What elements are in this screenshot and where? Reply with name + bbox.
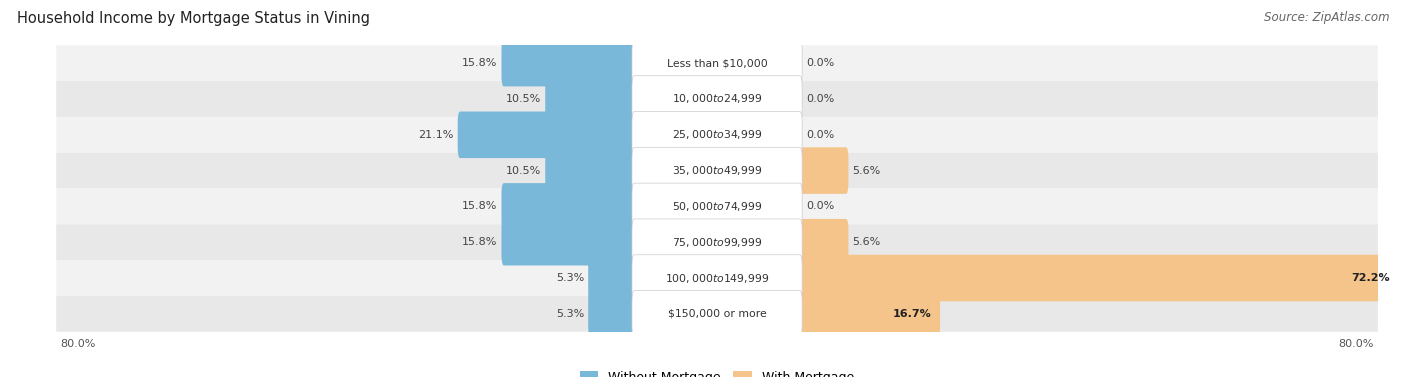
FancyBboxPatch shape [56,45,1378,81]
Text: $100,000 to $149,999: $100,000 to $149,999 [665,271,769,285]
Text: 10.5%: 10.5% [506,166,541,176]
Text: $10,000 to $24,999: $10,000 to $24,999 [672,92,762,106]
FancyBboxPatch shape [588,291,637,337]
FancyBboxPatch shape [631,147,803,194]
Text: 72.2%: 72.2% [1351,273,1389,283]
Text: 15.8%: 15.8% [463,58,498,68]
FancyBboxPatch shape [502,40,637,86]
FancyBboxPatch shape [56,224,1378,260]
Text: 15.8%: 15.8% [463,237,498,247]
FancyBboxPatch shape [797,219,848,265]
Legend: Without Mortgage, With Mortgage: Without Mortgage, With Mortgage [575,366,859,377]
FancyBboxPatch shape [631,112,803,158]
Text: 0.0%: 0.0% [806,130,835,140]
FancyBboxPatch shape [56,296,1378,332]
FancyBboxPatch shape [502,183,637,230]
FancyBboxPatch shape [56,153,1378,188]
Text: 0.0%: 0.0% [806,94,835,104]
Text: 5.6%: 5.6% [852,237,880,247]
FancyBboxPatch shape [797,147,848,194]
FancyBboxPatch shape [458,112,637,158]
Text: 16.7%: 16.7% [893,309,931,319]
FancyBboxPatch shape [56,117,1378,153]
FancyBboxPatch shape [631,291,803,337]
FancyBboxPatch shape [502,219,637,265]
FancyBboxPatch shape [588,255,637,301]
FancyBboxPatch shape [546,147,637,194]
FancyBboxPatch shape [56,188,1378,224]
Text: Household Income by Mortgage Status in Vining: Household Income by Mortgage Status in V… [17,11,370,26]
FancyBboxPatch shape [546,76,637,122]
Text: $150,000 or more: $150,000 or more [668,309,766,319]
FancyBboxPatch shape [56,81,1378,117]
Text: 0.0%: 0.0% [806,201,835,211]
Text: 5.3%: 5.3% [555,273,583,283]
Text: 0.0%: 0.0% [806,58,835,68]
Text: 15.8%: 15.8% [463,201,498,211]
Text: $50,000 to $74,999: $50,000 to $74,999 [672,200,762,213]
Text: Less than $10,000: Less than $10,000 [666,58,768,68]
FancyBboxPatch shape [56,260,1378,296]
Text: Source: ZipAtlas.com: Source: ZipAtlas.com [1264,11,1389,24]
FancyBboxPatch shape [631,255,803,301]
Text: $25,000 to $34,999: $25,000 to $34,999 [672,128,762,141]
Text: 80.0%: 80.0% [60,339,96,349]
Text: 10.5%: 10.5% [506,94,541,104]
FancyBboxPatch shape [631,76,803,122]
FancyBboxPatch shape [631,183,803,230]
Text: 5.6%: 5.6% [852,166,880,176]
FancyBboxPatch shape [797,291,941,337]
FancyBboxPatch shape [797,255,1399,301]
Text: 21.1%: 21.1% [418,130,454,140]
Text: $35,000 to $49,999: $35,000 to $49,999 [672,164,762,177]
Text: 5.3%: 5.3% [555,309,583,319]
Text: $75,000 to $99,999: $75,000 to $99,999 [672,236,762,249]
FancyBboxPatch shape [631,40,803,86]
FancyBboxPatch shape [631,219,803,265]
Text: 80.0%: 80.0% [1339,339,1374,349]
